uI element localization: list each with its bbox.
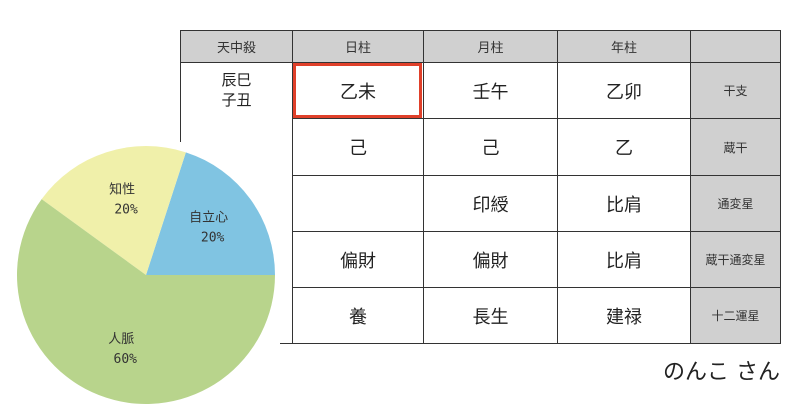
table-cell: 乙 <box>557 118 691 176</box>
table-cell: 養 <box>292 287 424 344</box>
header-cell <box>690 30 781 63</box>
pie-slice-1 <box>41 146 186 275</box>
tenchusatsu-cell: 辰巳 子丑 <box>180 62 292 142</box>
table-cell: 己 <box>423 118 558 176</box>
header-cell: 天中殺 <box>180 30 293 63</box>
table-cell: 偏財 <box>292 231 424 288</box>
table-cell: 印綬 <box>423 175 558 232</box>
pie-label: 60% <box>114 352 138 367</box>
person-name: のんこ さん <box>663 360 780 385</box>
pie-label: 自立心 <box>189 211 228 226</box>
row-label: 蔵干通変星 <box>690 231 781 288</box>
pie-slice-0 <box>146 152 275 275</box>
table-cell: 壬午 <box>423 62 558 119</box>
pie-label: 20% <box>201 231 225 246</box>
table-border <box>280 343 292 344</box>
header-cell: 月柱 <box>423 30 558 63</box>
pie-label: 20% <box>114 202 138 217</box>
table-cell: 比肩 <box>557 175 691 232</box>
table-cell: 乙未 <box>292 62 424 119</box>
table-cell: 己 <box>292 118 424 176</box>
selected-cell-highlight <box>293 63 422 118</box>
tenchusatsu-value: 辰巳 <box>221 71 252 89</box>
table-cell: 建禄 <box>557 287 691 344</box>
table-cell: 長生 <box>423 287 558 344</box>
row-label: 通変星 <box>690 175 781 232</box>
pie-label: 知性 <box>109 181 135 197</box>
pie-label: 人脈 <box>108 332 134 347</box>
row-label: 十二運星 <box>690 287 781 344</box>
table-cell: 乙卯 <box>557 62 691 119</box>
table-cell: 比肩 <box>557 231 691 288</box>
tenchusatsu-value: 子丑 <box>221 91 252 109</box>
pie-slice-2 <box>16 199 275 405</box>
